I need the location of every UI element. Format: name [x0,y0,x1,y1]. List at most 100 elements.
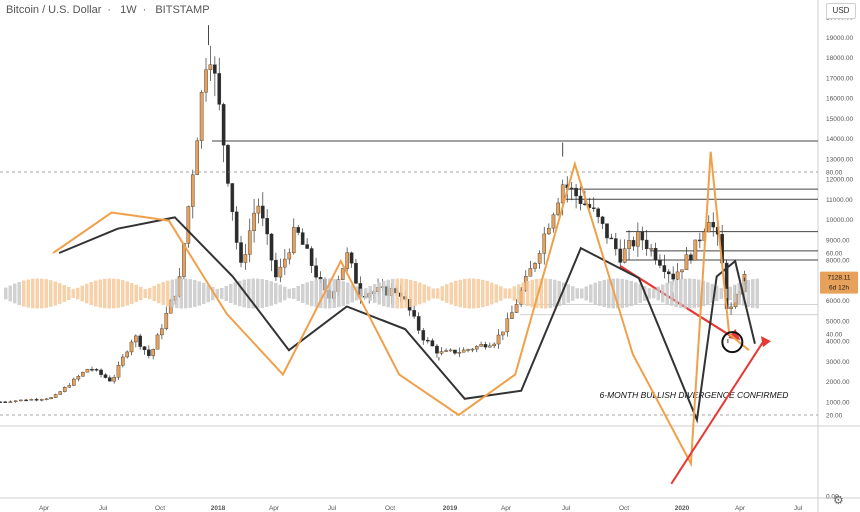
osc-histogram-bar[interactable] [130,283,134,304]
osc-slow-line[interactable] [58,216,756,424]
osc-histogram-bar[interactable] [652,288,656,299]
candle-body[interactable] [199,91,204,142]
osc-histogram-bar[interactable] [566,284,571,303]
candle-body[interactable] [609,237,614,240]
osc-histogram-bar[interactable] [256,278,260,309]
candle-body[interactable] [221,104,226,146]
osc-histogram-bar[interactable] [575,288,580,299]
osc-histogram-bar[interactable] [544,278,548,309]
osc-histogram-bar[interactable] [458,279,463,308]
osc-histogram-bar[interactable] [526,281,530,306]
osc-histogram-bar[interactable] [539,278,544,309]
candle-body[interactable] [461,349,466,353]
osc-histogram-bar[interactable] [751,279,755,308]
symbol-label[interactable]: Bitcoin / U.S. Dollar [6,4,102,16]
osc-histogram-bar[interactable] [418,282,422,305]
candle-body[interactable] [426,339,430,342]
osc-histogram-bar[interactable] [571,286,575,301]
candle-body[interactable] [340,268,345,280]
osc-histogram-bar[interactable] [116,279,121,308]
currency-button[interactable]: USD [826,3,856,19]
osc-histogram-bar[interactable] [184,278,188,309]
osc-histogram-bar[interactable] [508,288,512,299]
candle-body[interactable] [578,195,583,205]
osc-histogram-bar[interactable] [413,281,418,306]
candle-body[interactable] [537,253,542,264]
osc-histogram-bar[interactable] [269,281,274,306]
osc-histogram-bar[interactable] [728,286,733,301]
osc-histogram-bar[interactable] [404,279,409,308]
osc-histogram-bar[interactable] [265,279,269,308]
candle-body[interactable] [345,252,349,269]
osc-histogram-bar[interactable] [580,288,584,299]
osc-histogram-bar[interactable] [476,278,481,309]
candle-body[interactable] [528,268,533,277]
osc-histogram-bar[interactable] [733,284,737,303]
candle-body[interactable] [631,240,636,247]
osc-histogram-bar[interactable] [170,279,175,308]
osc-histogram-bar[interactable] [283,286,287,301]
osc-histogram-bar[interactable] [148,287,152,300]
osc-histogram-bar[interactable] [17,281,22,306]
osc-histogram-bar[interactable] [139,286,143,301]
candle-body[interactable] [67,385,72,388]
candle-body[interactable] [627,240,631,249]
osc-fast-line[interactable] [52,151,750,468]
osc-histogram-bar[interactable] [341,281,346,306]
candle-body[interactable] [62,386,67,392]
osc-histogram-bar[interactable] [562,282,566,305]
osc-histogram-bar[interactable] [530,279,535,308]
osc-histogram-bar[interactable] [80,285,85,302]
osc-histogram-bar[interactable] [26,279,31,308]
candle-body[interactable] [416,316,421,331]
candle-body[interactable] [103,374,108,378]
candle-body[interactable] [53,394,58,398]
candle-body[interactable] [309,248,314,266]
candle-body[interactable] [698,239,702,242]
osc-histogram-bar[interactable] [679,279,683,308]
osc-histogram-bar[interactable] [94,280,98,307]
osc-histogram-bar[interactable] [152,285,157,302]
candle-body[interactable] [492,343,496,347]
osc-histogram-bar[interactable] [706,282,710,305]
osc-histogram-bar[interactable] [143,289,148,298]
osc-histogram-bar[interactable] [71,289,76,298]
candle-body[interactable] [671,273,675,280]
candle-body[interactable] [283,258,287,268]
osc-histogram-bar[interactable] [584,286,589,301]
osc-histogram-bar[interactable] [611,278,616,309]
osc-histogram-bar[interactable] [247,278,251,309]
osc-histogram-bar[interactable] [472,278,476,309]
candle-body[interactable] [195,140,199,176]
candle-body[interactable] [505,318,510,333]
candle-body[interactable] [680,269,684,273]
candle-body[interactable] [190,174,195,207]
candle-body[interactable] [483,344,488,348]
candle-body[interactable] [444,350,448,352]
candle-body[interactable] [474,346,479,350]
candle-body[interactable] [711,222,716,228]
osc-histogram-bar[interactable] [166,280,170,307]
osc-histogram-bar[interactable] [373,284,377,303]
osc-histogram-bar[interactable] [229,283,233,304]
osc-histogram-bar[interactable] [157,283,161,304]
osc-histogram-bar[interactable] [620,278,625,309]
candle-body[interactable] [653,248,658,261]
candle-body[interactable] [208,64,213,71]
interval-label[interactable]: 1W [120,4,137,16]
osc-histogram-bar[interactable] [40,278,44,309]
candle-body[interactable] [99,369,103,375]
candle-body[interactable] [134,335,138,343]
osc-histogram-bar[interactable] [98,279,103,308]
osc-histogram-bar[interactable] [386,279,391,308]
osc-histogram-bar[interactable] [332,279,337,308]
osc-histogram-bar[interactable] [607,279,611,308]
osc-histogram-bar[interactable] [62,284,67,303]
osc-histogram-bar[interactable] [35,278,40,309]
osc-histogram-bar[interactable] [292,288,296,299]
osc-histogram-bar[interactable] [242,279,247,308]
osc-histogram-bar[interactable] [494,284,499,303]
candle-body[interactable] [640,231,645,241]
candle-body[interactable] [470,348,475,351]
